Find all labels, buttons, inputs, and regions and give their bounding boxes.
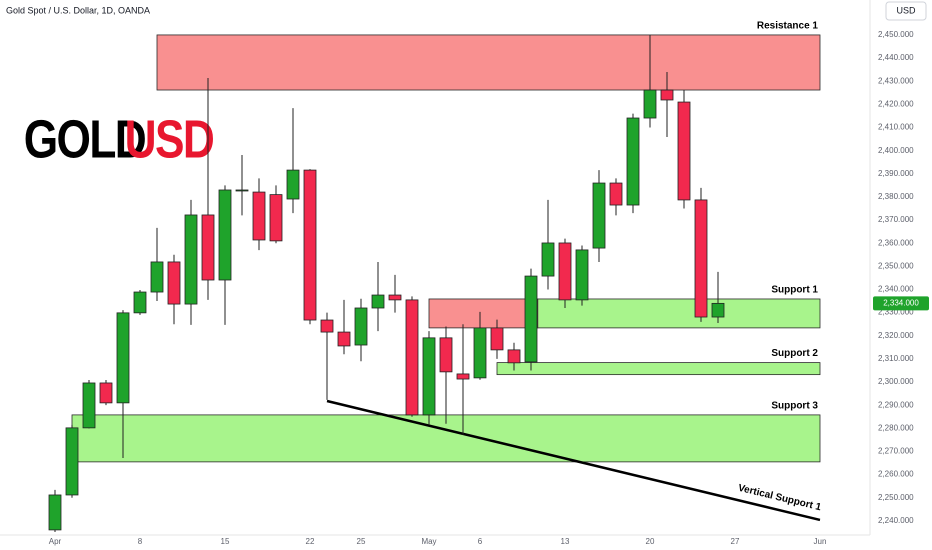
zone-label: Support 3 bbox=[771, 401, 818, 412]
candle-body bbox=[473, 327, 487, 379]
candle-body bbox=[65, 427, 79, 496]
zone bbox=[156, 34, 821, 91]
candle-body bbox=[167, 261, 181, 305]
candle-body bbox=[99, 382, 113, 404]
candle-body bbox=[626, 117, 640, 206]
x-tick-label: Apr bbox=[49, 537, 62, 546]
y-tick-label: 2,240.000 bbox=[878, 516, 914, 525]
x-tick-label: 20 bbox=[646, 537, 655, 546]
candle-body bbox=[371, 294, 385, 309]
candle-body bbox=[524, 275, 538, 363]
x-tick-label: May bbox=[421, 537, 436, 546]
zone bbox=[537, 298, 821, 329]
candle-body bbox=[201, 214, 215, 281]
zone bbox=[496, 362, 821, 376]
x-tick-label: 25 bbox=[357, 537, 366, 546]
candle-body bbox=[541, 242, 555, 277]
y-tick-label: 2,370.000 bbox=[878, 215, 914, 224]
y-tick-label: 2,260.000 bbox=[878, 470, 914, 479]
candle-body bbox=[388, 294, 402, 301]
logo-gold: GOLD bbox=[24, 109, 145, 169]
candle-body bbox=[558, 242, 572, 301]
y-tick-label: 2,350.000 bbox=[878, 261, 914, 270]
y-tick-label: 2,250.000 bbox=[878, 493, 914, 502]
y-tick-label: 2,450.000 bbox=[878, 30, 914, 39]
candle-body bbox=[82, 382, 96, 429]
candle-body bbox=[218, 189, 232, 281]
candle-body bbox=[337, 331, 351, 347]
candle-body bbox=[694, 199, 708, 318]
candle-body bbox=[592, 182, 606, 249]
x-tick-label: 27 bbox=[731, 537, 740, 546]
y-tick-label: 2,360.000 bbox=[878, 238, 914, 247]
candle-body bbox=[439, 337, 453, 373]
zone-label: Support 2 bbox=[771, 348, 818, 359]
candle-body bbox=[150, 261, 164, 293]
y-tick-label: 2,410.000 bbox=[878, 123, 914, 132]
candle-body bbox=[490, 327, 504, 351]
y-tick-label: 2,380.000 bbox=[878, 192, 914, 201]
candle-body bbox=[48, 494, 62, 531]
x-tick-label: 8 bbox=[138, 537, 143, 546]
candle-body bbox=[252, 191, 266, 241]
candle-body bbox=[133, 291, 147, 314]
x-tick-label: 22 bbox=[306, 537, 315, 546]
candle-body bbox=[286, 169, 300, 200]
candle-body bbox=[354, 307, 368, 346]
chart-title: Gold Spot / U.S. Dollar, 1D, OANDA bbox=[6, 5, 150, 15]
x-tick-label: Jun bbox=[814, 537, 827, 546]
y-tick-label: 2,280.000 bbox=[878, 423, 914, 432]
candle-body bbox=[235, 189, 249, 192]
y-tick-label: 2,420.000 bbox=[878, 99, 914, 108]
last-price-box bbox=[873, 296, 929, 311]
candle-body bbox=[609, 182, 623, 206]
candle-body bbox=[677, 101, 691, 201]
y-tick-label: 2,440.000 bbox=[878, 53, 914, 62]
logo-usd: USD bbox=[125, 109, 214, 169]
y-tick-label: 2,400.000 bbox=[878, 146, 914, 155]
x-tick-label: 13 bbox=[561, 537, 570, 546]
y-tick-label: 2,300.000 bbox=[878, 377, 914, 386]
candle-body bbox=[507, 349, 521, 364]
y-tick-label: 2,390.000 bbox=[878, 169, 914, 178]
y-tick-label: 2,310.000 bbox=[878, 354, 914, 363]
currency[interactable]: USD bbox=[896, 5, 916, 15]
candle-body bbox=[643, 89, 657, 119]
candle-body bbox=[575, 249, 589, 301]
candle-body bbox=[422, 337, 436, 416]
trendline bbox=[326, 399, 821, 522]
candle-body bbox=[269, 194, 283, 242]
candle-body bbox=[660, 89, 674, 101]
y-tick-label: 2,290.000 bbox=[878, 400, 914, 409]
last-price-label: 2,334.000 bbox=[883, 298, 919, 307]
y-tick-label: 2,340.000 bbox=[878, 285, 914, 294]
currency-box[interactable] bbox=[885, 1, 927, 21]
zone-label: Support 1 bbox=[771, 285, 818, 296]
candle-body bbox=[405, 299, 419, 416]
y-tick-label: 2,270.000 bbox=[878, 447, 914, 456]
x-tick-label: 15 bbox=[221, 537, 230, 546]
candle-body bbox=[711, 302, 725, 318]
candle-body bbox=[456, 373, 470, 380]
y-tick-label: 2,330.000 bbox=[878, 308, 914, 317]
zone bbox=[428, 298, 539, 329]
x-tick-label: 6 bbox=[478, 537, 483, 546]
candle-body bbox=[116, 312, 130, 404]
y-tick-label: 2,320.000 bbox=[878, 331, 914, 340]
y-tick-label: 2,430.000 bbox=[878, 76, 914, 85]
candle-body bbox=[320, 319, 334, 333]
candle-body bbox=[184, 214, 198, 305]
candle-body bbox=[303, 169, 317, 321]
zone-label: Resistance 1 bbox=[757, 21, 819, 32]
